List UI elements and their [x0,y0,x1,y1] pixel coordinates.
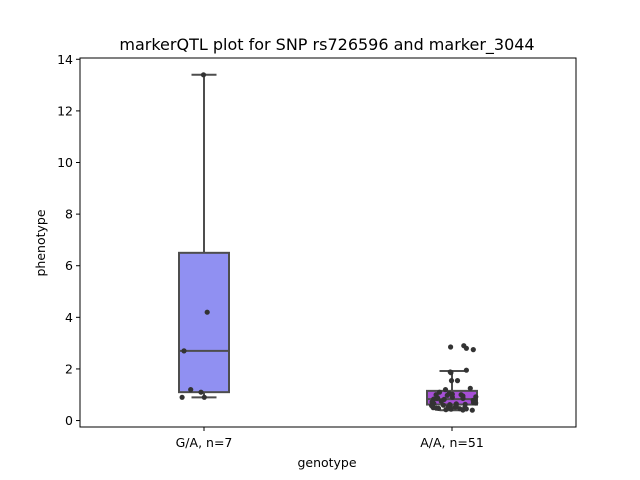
x-tick-label: A/A, n=51 [420,435,484,450]
data-point [204,309,210,315]
y-axis-label: phenotype [33,209,48,276]
iqr-box [178,251,230,394]
y-tick-label: 14 [57,52,73,67]
data-point [198,389,204,395]
data-point [444,392,450,398]
data-point [467,385,473,391]
data-point [435,405,442,411]
data-point [438,398,444,404]
chart-title: markerQTL plot for SNP rs726596 and mark… [119,35,534,55]
y-tick-label: 4 [65,310,73,325]
y-tick-label: 10 [57,155,73,170]
data-point [463,367,469,373]
data-point [448,406,454,412]
data-point [448,370,454,376]
data-point [448,378,455,384]
data-point [463,345,469,351]
data-point [201,394,207,400]
data-point [188,387,194,393]
data-point [460,407,466,413]
data-point [448,344,454,350]
data-point [454,378,461,384]
y-tick-label: 0 [65,413,73,428]
plot-area: 0 2 4 6 8 10 12 14 G/A, n=7 A/A, n=51 [57,52,577,450]
data-point [469,407,475,413]
data-point [470,347,476,353]
y-tick-label: 12 [57,103,73,118]
data-point [181,348,187,354]
plot-frame [79,57,577,428]
data-point [179,394,185,400]
data-point [443,407,449,413]
data-point [452,404,458,410]
data-point [473,400,479,406]
y-tick-label: 6 [65,258,73,273]
data-point [449,394,455,400]
data-point [460,395,466,401]
y-tick-label: 2 [65,361,73,376]
x-tick-label: G/A, n=7 [176,435,233,450]
data-point [440,402,446,408]
y-tick-label: 8 [65,207,73,222]
x-axis-label: genotype [297,455,356,470]
data-point [200,72,207,78]
data-point [442,387,449,393]
